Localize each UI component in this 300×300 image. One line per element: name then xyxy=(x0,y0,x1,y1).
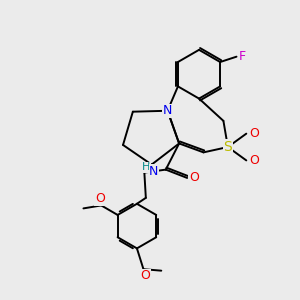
Text: O: O xyxy=(140,269,150,282)
Text: O: O xyxy=(189,171,199,184)
Text: O: O xyxy=(95,192,105,206)
Text: H: H xyxy=(142,162,150,172)
Text: N: N xyxy=(149,165,159,178)
Text: O: O xyxy=(249,154,259,167)
Text: N: N xyxy=(163,104,172,117)
Text: O: O xyxy=(249,127,259,140)
Text: S: S xyxy=(224,140,232,154)
Text: F: F xyxy=(238,50,245,63)
